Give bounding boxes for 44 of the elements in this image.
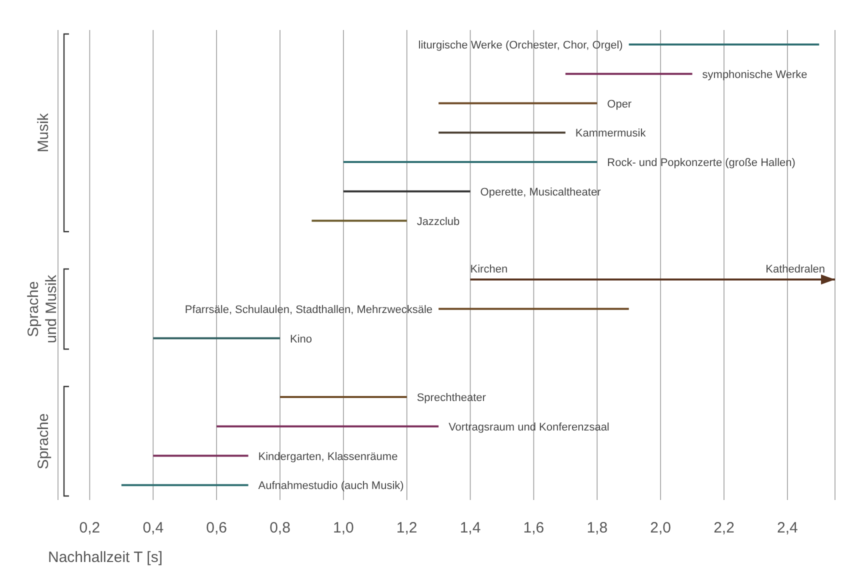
bar [216, 425, 439, 428]
x-tick-label: 2,0 [650, 520, 671, 537]
bar [438, 308, 629, 310]
x-tick-label: 0,2 [79, 520, 100, 537]
y-tick-label: Kirchen [470, 264, 508, 276]
annotation: Sprache und Musik [25, 274, 60, 344]
bar [628, 44, 820, 46]
x-tick-label: 1,6 [523, 520, 544, 537]
bar [312, 220, 407, 222]
y-tick-label: Kammermusik [575, 128, 646, 140]
bar [438, 132, 566, 134]
y-tick-label: Rock- und Popkonzerte (große Hallen) [607, 157, 796, 169]
y-tick-label: Sprechtheater [416, 392, 486, 404]
bar [343, 161, 598, 163]
y-tick-label: Kino [290, 333, 312, 346]
x-tick-label: 1,0 [333, 520, 354, 537]
y-tick-label: Oper [607, 98, 632, 110]
bar [343, 190, 470, 192]
y-tick-label: Vortragsraum und Konferenzsaal [448, 421, 610, 434]
text: Sprache [35, 413, 52, 470]
bar [565, 72, 692, 75]
x-tick-label: 1,2 [396, 520, 418, 537]
y-tick-label: Kindergarten, Klassenräume [258, 450, 398, 463]
bar [121, 484, 248, 486]
bar [280, 396, 407, 398]
y-tick-label: symphonische Werke [702, 68, 808, 81]
y-tick-label: Pfarrsäle, Schulaulen, Stadthallen, Mehrzwecksäle [184, 304, 433, 316]
x-tick-label: 1,8 [586, 520, 608, 537]
bar [153, 337, 280, 340]
text: Musik [35, 112, 52, 152]
y-tick-label: Jazzclub [416, 216, 460, 228]
y-tick-label: Operette, Musicaltheater [480, 186, 602, 198]
x-tick-label: 0,6 [206, 520, 227, 537]
x-axis-title: Nachhallzeit T [s] [48, 549, 162, 566]
x-tick-label: 2,4 [777, 520, 798, 537]
x-tick-label: 0,4 [142, 520, 164, 537]
x-tick-label: 0,8 [270, 520, 290, 537]
x-tick-label: 2,2 [714, 520, 734, 537]
bar [438, 102, 598, 104]
y-tick-label: Aufnahmestudio (auch Musik) [258, 480, 404, 492]
bar [153, 454, 248, 457]
x-tick-label: 1,4 [460, 520, 481, 537]
annotation: Kathedralen [766, 264, 825, 276]
y-tick-label: liturgische Werke (Orchester, Chor, Orgel) [418, 40, 623, 52]
